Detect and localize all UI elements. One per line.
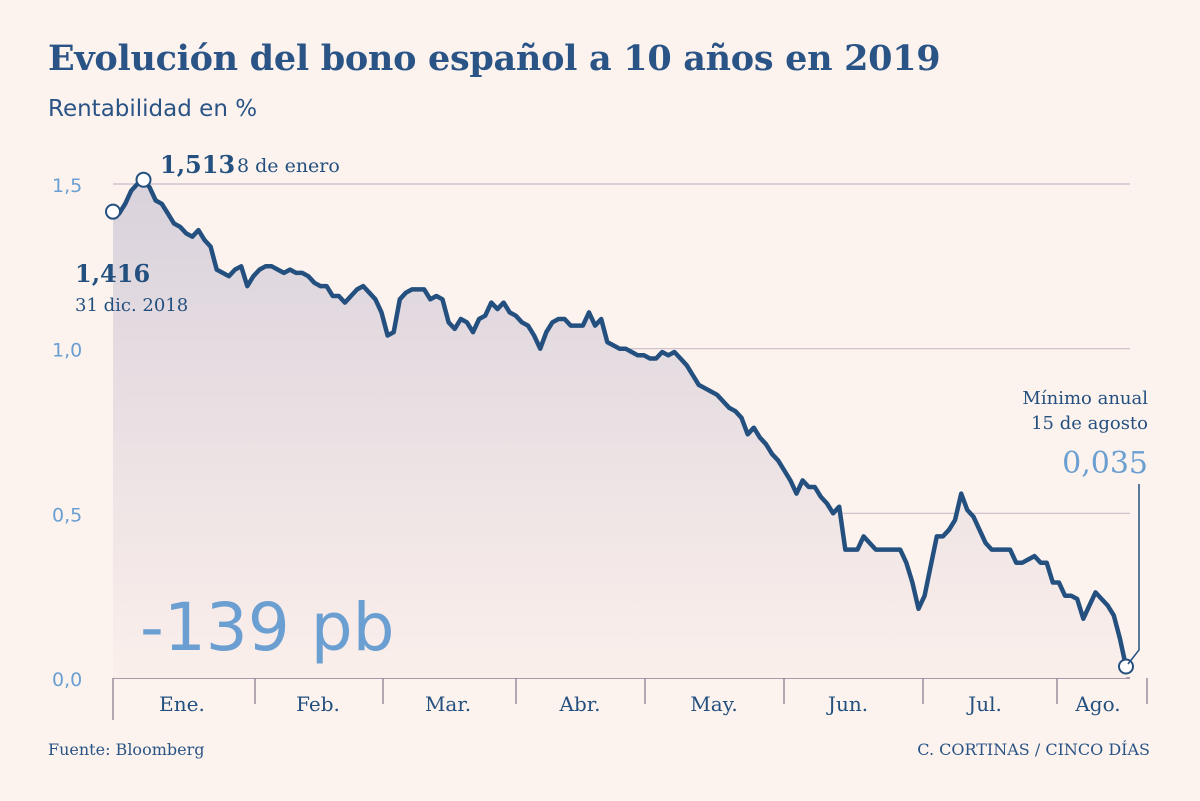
y-tick-label: 1,5: [52, 175, 82, 197]
max-marker: [135, 171, 152, 188]
start-date-label: 31 dic. 2018: [75, 295, 188, 316]
min-date-label: 15 de agosto: [1031, 413, 1148, 434]
yield-area: [113, 179, 1126, 678]
source-note: Fuente: Bloomberg: [48, 740, 205, 759]
y-tick-label: 1,0: [52, 340, 82, 362]
x-axis: Ene. Feb. Mar. Abr. May. Jun. Jul. Ago.: [112, 678, 1148, 720]
max-date-label: 8 de enero: [237, 155, 340, 177]
start-value-label: 1,416: [75, 259, 150, 288]
x-tick-label: May.: [690, 692, 737, 716]
x-tick-label: Ene.: [159, 692, 205, 716]
x-tick-label: Jun.: [826, 692, 868, 716]
yield-series-line: [110, 177, 1129, 669]
x-tick-label: Ago.: [1074, 692, 1120, 716]
chart-subtitle: Rentabilidad en %: [48, 96, 258, 122]
x-tick-label: Jul.: [966, 692, 1002, 716]
x-tick-label: Mar.: [425, 692, 471, 716]
min-value-label: 0,035: [1062, 446, 1148, 481]
x-tick-label: Abr.: [559, 692, 601, 716]
y-tick-label: 0,5: [52, 504, 82, 526]
min-title-label: Mínimo anual: [1022, 388, 1148, 409]
start-marker: [105, 203, 121, 220]
y-tick-label: 0,0: [52, 669, 82, 691]
min-marker: [1118, 658, 1134, 675]
chart-title: Evolución del bono español a 10 años en …: [48, 38, 941, 79]
max-value-label: 1,513: [160, 150, 235, 179]
min-leader-line: [1127, 484, 1140, 665]
credit-note: C. CORTINAS / CINCO DÍAS: [917, 740, 1150, 759]
change-label: -139 pb: [140, 589, 395, 666]
x-tick-label: Feb.: [296, 692, 340, 716]
